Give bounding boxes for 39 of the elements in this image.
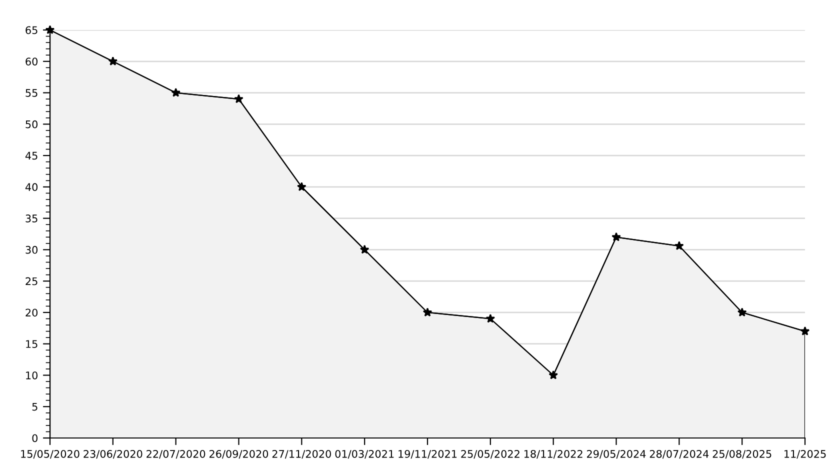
point (422, 308, 432, 317)
y-tick-label: 15 (26, 340, 38, 348)
x-tick-label: 26/09/2020 (209, 450, 268, 459)
y-tick-label: 45 (25, 152, 38, 160)
y-tick-label: 55 (26, 89, 38, 97)
x-tick-label: 29/05/2024 (586, 450, 646, 459)
point (171, 88, 180, 97)
y-tick-label: 30 (26, 246, 38, 254)
y-tick-label: 25 (26, 277, 38, 286)
x-tick-label: 28/07/2024 (650, 450, 709, 459)
y-tick-label: 65 (26, 26, 38, 34)
x-tick-label: 01/03/2021 (335, 450, 394, 459)
y-tick-label: 50 (26, 120, 38, 128)
x-tick-label: 18/11/2022 (524, 450, 582, 459)
point (234, 94, 244, 104)
point (108, 56, 118, 66)
y-tick-label: 35 (26, 214, 38, 222)
point (297, 182, 306, 191)
y-tick-label: 5 (32, 402, 38, 411)
y-tick-label: 40 (25, 183, 38, 192)
point (612, 232, 621, 242)
y-tick-label: 10 (26, 371, 38, 380)
x-tick-label: 11/2025 (784, 450, 826, 459)
x-tick-label: 19/11/2021 (398, 450, 457, 459)
point (486, 314, 496, 323)
x-tick-label: 15/05/2020 (21, 450, 80, 459)
x-tick-label: 22/07/2020 (146, 450, 206, 459)
x-tick-label: 23/06/2020 (84, 450, 142, 459)
x-tick-label: 27/11/2020 (272, 450, 331, 459)
x-tick-label: 25/08/2025 (712, 450, 772, 459)
y-tick-label: 20 (26, 308, 38, 317)
point (737, 308, 747, 317)
y-tick-label: 0 (32, 434, 38, 442)
x-tick-label: 25/05/2022 (461, 450, 520, 459)
point (800, 326, 810, 336)
point (548, 370, 558, 380)
point (674, 241, 684, 250)
y-tick-label: 60 (26, 58, 38, 66)
point (360, 244, 370, 254)
